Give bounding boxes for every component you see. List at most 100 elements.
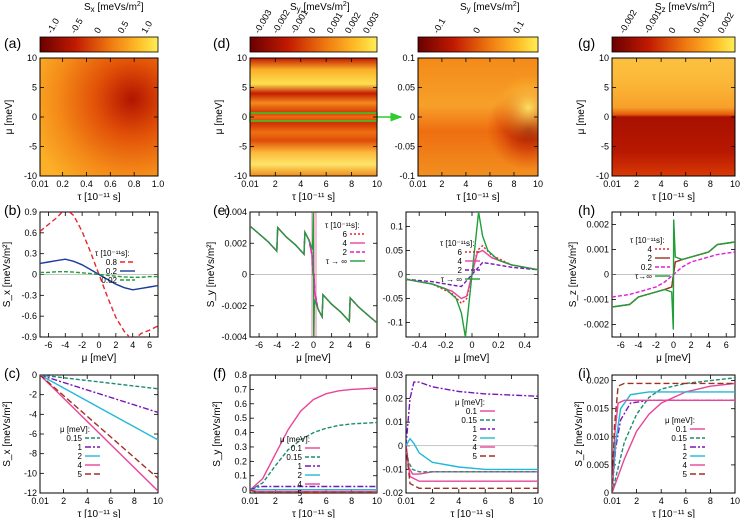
y-tick-label: -0.1 (399, 171, 415, 181)
y-axis-label: S_z [meVs/m²] (574, 401, 585, 467)
x-tick-label: -4 (634, 340, 642, 350)
y-tick-label: 0.1 (402, 53, 415, 63)
x-tick-label: -6 (617, 340, 625, 350)
x-tick-label: 8 (132, 496, 137, 506)
x-axis-label: μ [meV] (296, 353, 331, 364)
legend-title: μ [meV]: (280, 435, 310, 444)
legend-label: 6 (458, 248, 463, 257)
x-tick-label: 2 (329, 340, 334, 350)
legend-label: 2 (458, 266, 463, 275)
legend-title: τ [10⁻¹¹s]: (630, 236, 665, 245)
series-line-2 (612, 391, 735, 493)
x-tick-label: 2 (113, 340, 118, 350)
y-tick-label: -0.001 (583, 295, 609, 305)
x-tick-label: 8 (349, 179, 354, 189)
colorbar-tick-label: 0 (471, 26, 482, 35)
colorbar-d2: Sy [meVs/m2] -0.1 0 0.1 (417, 1, 539, 53)
x-tick-label: 10 (533, 496, 543, 506)
x-axis-label: τ [10⁻¹¹ s] (652, 509, 695, 518)
y-tick-label: -10 (24, 468, 37, 478)
y-tick-label: 0.9 (24, 207, 37, 217)
x-tick-label: 2 (430, 496, 435, 506)
y-tick-label: -4 (29, 409, 37, 419)
x-axis-label: μ [meV] (656, 353, 691, 364)
legend-label: 2 (343, 248, 348, 257)
colorbar-g-title: Sz [meVs/m2] (655, 1, 715, 14)
legend-label: 5 (473, 452, 478, 461)
y-tick-label: -8 (29, 449, 37, 459)
legend-label: 4 (473, 443, 478, 452)
series-group (612, 219, 735, 330)
panel-b: -6 -4 -2 0 2 4 6 -0.9 -0.6 -0.3 0 0.3 0.6 0.9 μ [meV] S… (2, 207, 159, 364)
legend-label: 2 (683, 452, 688, 461)
series-group (406, 212, 538, 337)
colorbar-tick-label: 0.003 (361, 10, 381, 35)
colorbar-tick-label: -0.002 (617, 8, 638, 35)
series-line-5 (250, 489, 377, 493)
y-tick-label: 0 (604, 488, 609, 498)
x-tick-label: 8 (349, 496, 354, 506)
y-tick-label: -5 (29, 142, 37, 152)
y-tick-label: -0.004 (221, 332, 247, 342)
y-tick-label: 0.005 (586, 460, 609, 470)
x-tick-label: 10 (372, 179, 382, 189)
series-line-1 (406, 381, 538, 446)
y-tick-label: -0.02 (382, 488, 403, 498)
y-axis-label: S_y [meVs/m²] (206, 242, 217, 308)
panel-label: (g) (578, 35, 595, 51)
legend-title: μ [meV]: (60, 425, 90, 434)
x-tick-label: 4 (130, 340, 135, 350)
x-tick-label: 10 (730, 179, 740, 189)
series-group (250, 212, 377, 337)
y-tick-label: 0 (32, 270, 37, 280)
legend-label: 1 (473, 425, 478, 434)
colorbar-tick-label: 0.001 (325, 10, 345, 35)
x-tick-label: 10 (372, 496, 382, 506)
series-line-2 (406, 261, 538, 288)
legend-label: 5 (78, 470, 83, 479)
colorbar-tick-label: 0 (92, 26, 103, 35)
y-axis-label: μ [meV] (576, 99, 587, 134)
y-tick-label: 0.05 (385, 245, 403, 255)
y-tick-label: 0.015 (586, 404, 609, 414)
y-tick-label: 0 (604, 112, 609, 122)
x-axis-label: μ [meV] (82, 353, 117, 364)
legend-label: 2 (298, 471, 303, 480)
series-line-4 (406, 445, 538, 482)
legend-label: 4 (343, 239, 348, 248)
x-tick-label: 2 (273, 496, 278, 506)
y-tick-label: 5 (604, 83, 609, 93)
legend-label: τ→∞ (635, 272, 652, 281)
legend-label: 4 (458, 257, 463, 266)
x-tick-label: 2 (689, 340, 694, 350)
x-tick-label: 4 (706, 340, 711, 350)
colorbar-tick-label: 0 (667, 26, 678, 35)
y-tick-label: -0.05 (382, 294, 403, 304)
series-line-0.15 (612, 377, 735, 493)
x-tick-label: 2 (61, 496, 66, 506)
y-tick-label: 0.3 (234, 442, 247, 452)
x-tick-label: 6 (487, 179, 492, 189)
panel-label: (i) (578, 365, 590, 381)
legend-label: 0.8 (106, 258, 118, 267)
x-tick-label: 0.01 (31, 496, 49, 506)
legend-label: 0.1 (676, 425, 688, 434)
y-tick-label: 0 (32, 112, 37, 122)
y-tick-label: -0.6 (21, 311, 37, 321)
panel-g: 0.01 2 4 6 8 10 -10 -5 0 5 10 τ [10⁻¹¹ s] μ [meV] (576, 53, 740, 203)
x-tick-label: 4 (659, 179, 664, 189)
y-tick-label: 0 (242, 485, 247, 495)
x-tick-label: 4 (298, 496, 303, 506)
series-line-2 (40, 375, 158, 441)
y-tick-label: 0.8 (234, 370, 247, 380)
x-tick-label: -0.2 (438, 340, 454, 350)
x-tick-label: 6 (683, 496, 688, 506)
colorbar-tick-label: 1.0 (139, 19, 154, 35)
x-tick-label: 6 (324, 496, 329, 506)
colorbar-tick-label: 0 (307, 26, 318, 35)
